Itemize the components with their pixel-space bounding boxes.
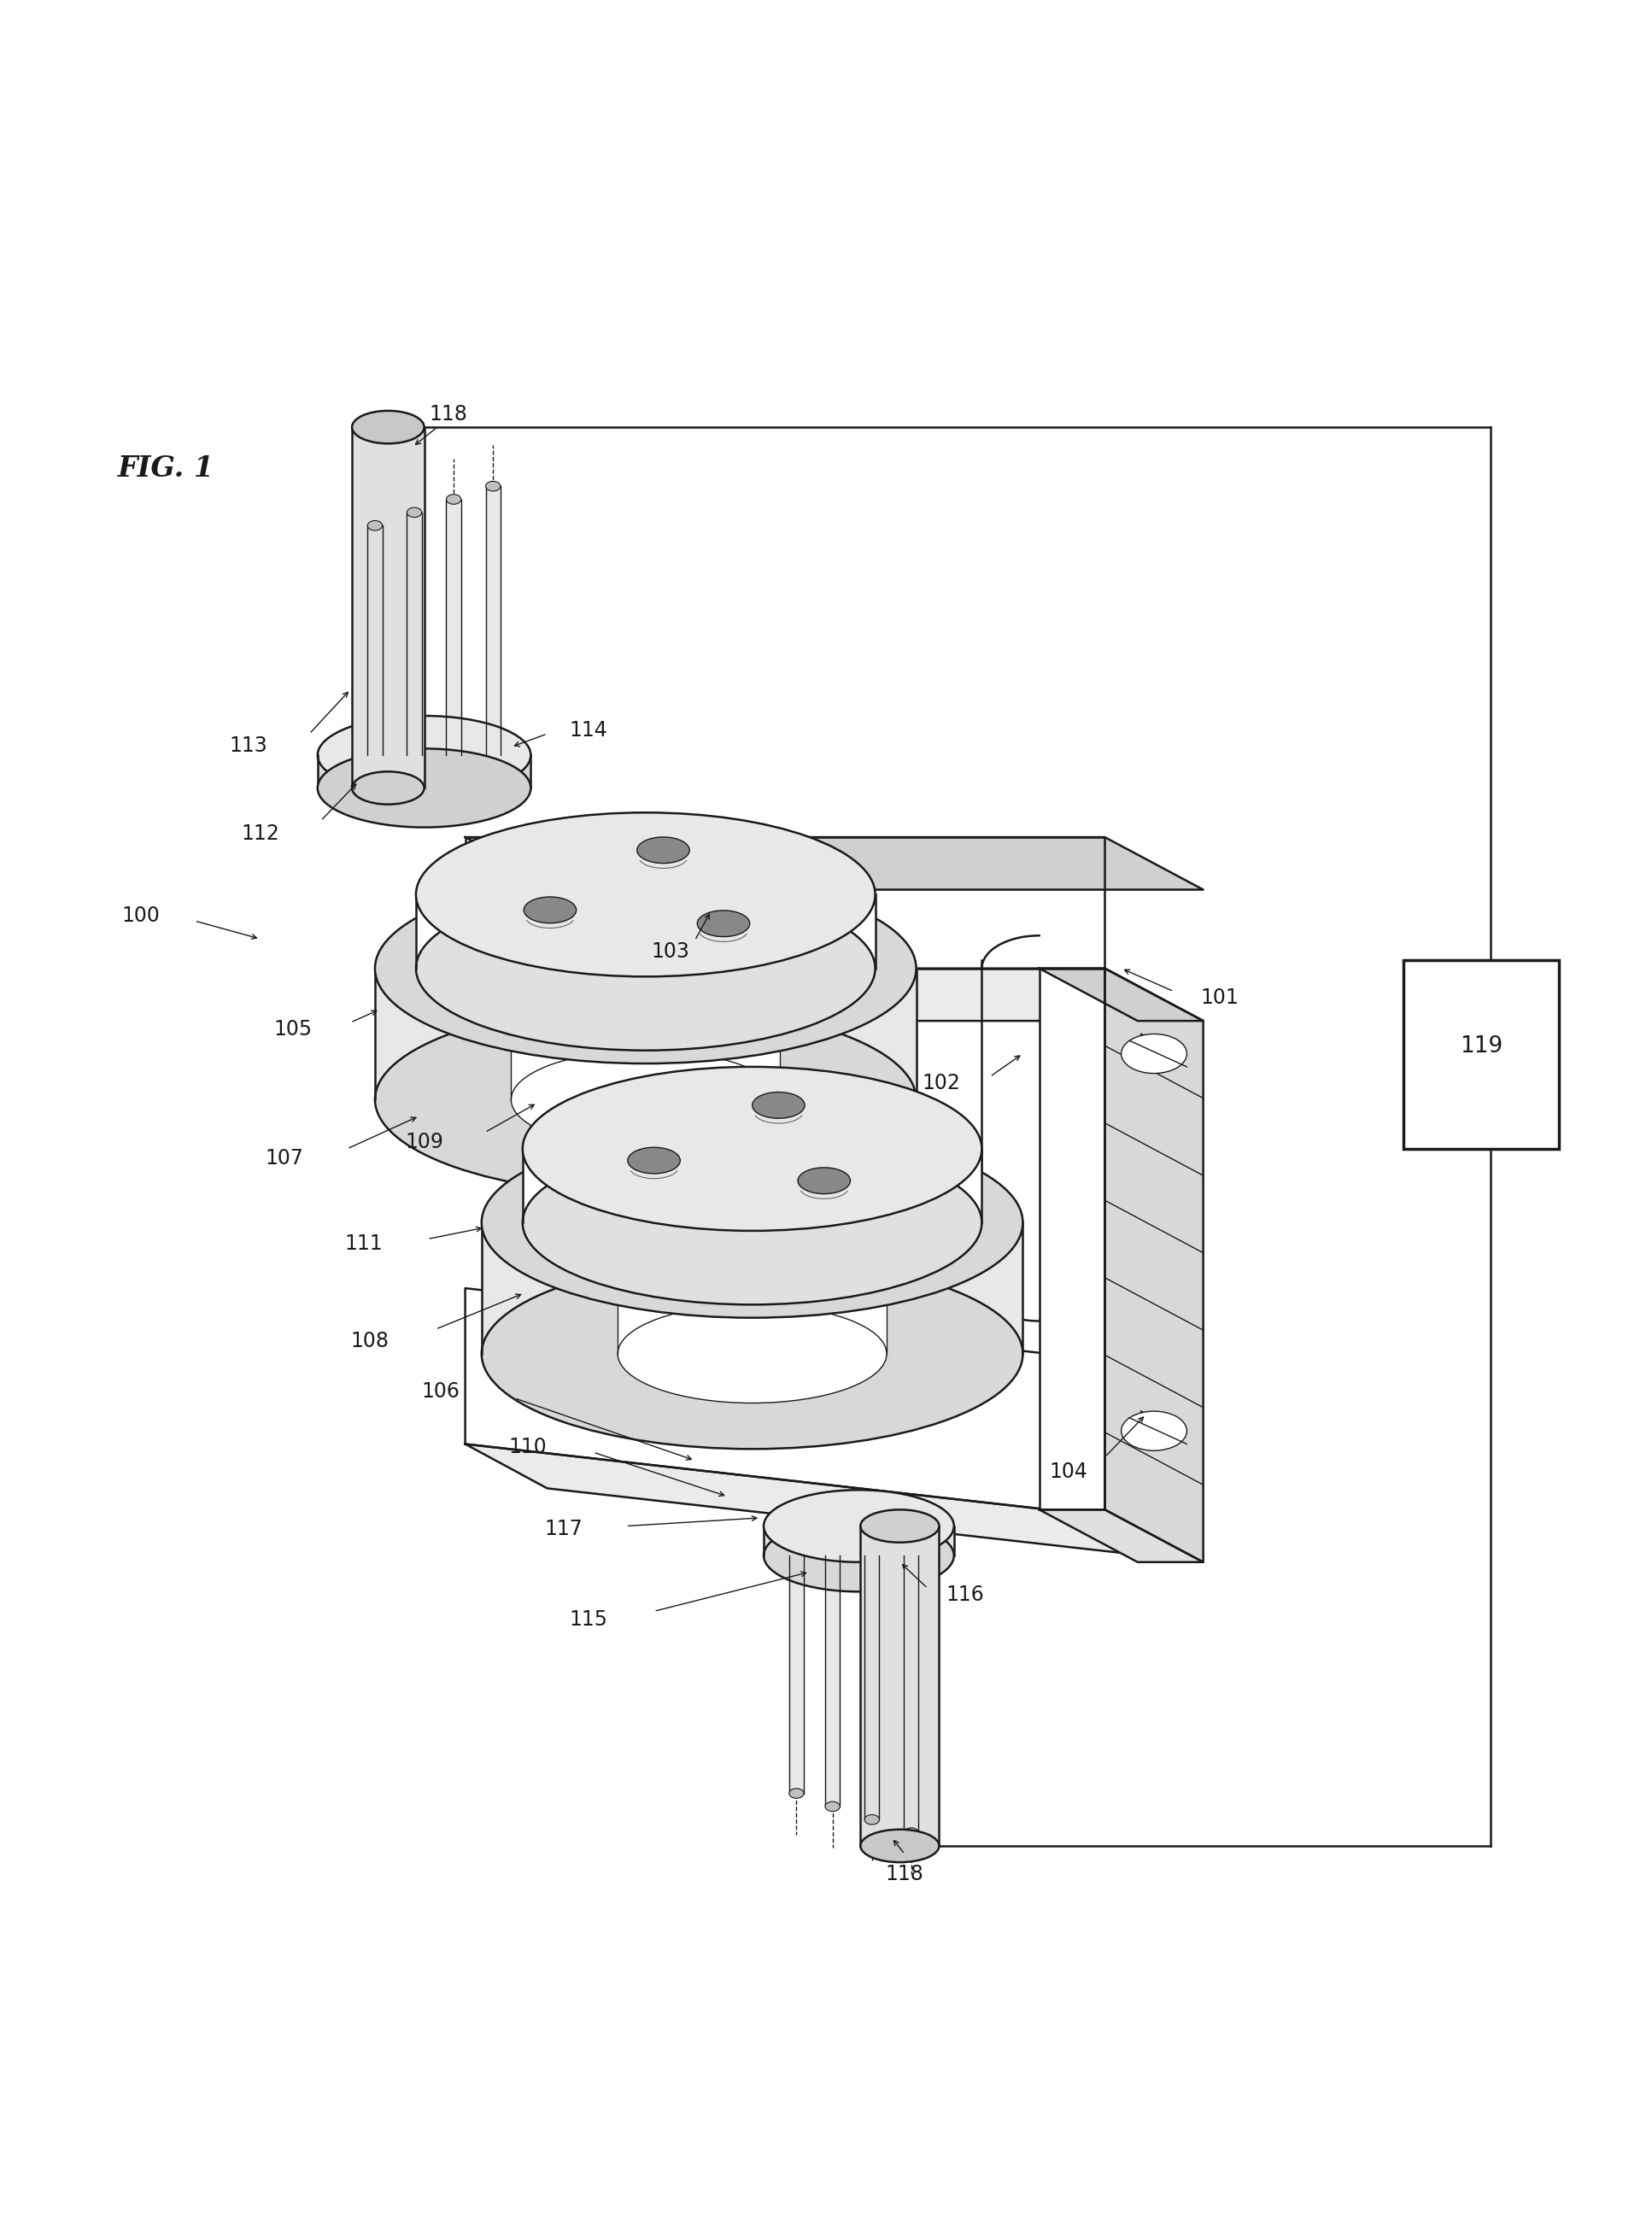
Ellipse shape [486, 482, 501, 491]
Polygon shape [466, 837, 1105, 969]
Text: 106: 106 [421, 1382, 459, 1402]
Polygon shape [1105, 969, 1203, 1562]
Ellipse shape [1122, 1033, 1186, 1074]
Ellipse shape [618, 1306, 887, 1404]
Ellipse shape [352, 772, 425, 804]
Ellipse shape [752, 1091, 805, 1118]
Text: 113: 113 [230, 734, 268, 757]
Text: 104: 104 [1049, 1462, 1089, 1482]
Text: 117: 117 [545, 1520, 583, 1540]
Polygon shape [1142, 1033, 1173, 1062]
Polygon shape [446, 500, 461, 754]
Text: 110: 110 [509, 1437, 547, 1457]
Ellipse shape [618, 1174, 887, 1272]
Polygon shape [375, 969, 917, 1100]
Ellipse shape [482, 1259, 1023, 1449]
Text: 118: 118 [885, 1864, 923, 1884]
Polygon shape [368, 525, 382, 754]
Text: 105: 105 [274, 1018, 312, 1040]
Ellipse shape [352, 411, 425, 444]
Text: 115: 115 [568, 1609, 608, 1629]
Polygon shape [406, 513, 421, 754]
Ellipse shape [763, 1520, 953, 1591]
Ellipse shape [864, 1815, 879, 1824]
Ellipse shape [1122, 1411, 1186, 1451]
Polygon shape [861, 1527, 940, 1846]
Text: 102: 102 [922, 1074, 960, 1094]
Polygon shape [466, 1444, 1203, 1562]
Text: 119: 119 [1460, 1036, 1503, 1058]
Polygon shape [1039, 1509, 1203, 1562]
Polygon shape [317, 754, 530, 788]
Ellipse shape [510, 920, 780, 1018]
Ellipse shape [317, 748, 530, 828]
Polygon shape [522, 1149, 981, 1223]
Polygon shape [763, 1527, 953, 1556]
Ellipse shape [763, 1491, 953, 1562]
Ellipse shape [861, 1830, 940, 1861]
Ellipse shape [904, 1828, 919, 1837]
Ellipse shape [317, 716, 530, 795]
Ellipse shape [416, 886, 876, 1051]
Ellipse shape [638, 837, 689, 864]
Polygon shape [466, 1288, 1122, 1518]
Polygon shape [510, 969, 780, 1100]
Ellipse shape [416, 812, 876, 978]
Text: 112: 112 [241, 824, 279, 844]
Bar [1403, 960, 1559, 1149]
Text: 101: 101 [1201, 987, 1239, 1009]
Text: FIG. 1: FIG. 1 [117, 453, 215, 482]
Polygon shape [904, 1556, 919, 1832]
Text: 111: 111 [344, 1234, 383, 1254]
Polygon shape [864, 1556, 879, 1819]
Text: 108: 108 [350, 1330, 390, 1350]
Text: 100: 100 [121, 906, 160, 926]
Ellipse shape [368, 520, 382, 531]
Ellipse shape [375, 1004, 917, 1194]
Polygon shape [826, 1556, 839, 1806]
Ellipse shape [826, 1801, 839, 1812]
Polygon shape [1142, 1411, 1173, 1440]
Ellipse shape [790, 1788, 805, 1799]
Text: 107: 107 [266, 1149, 304, 1170]
Text: 118: 118 [430, 404, 468, 424]
Polygon shape [1039, 969, 1105, 1509]
Ellipse shape [798, 1167, 851, 1194]
Ellipse shape [482, 1127, 1023, 1317]
Ellipse shape [861, 1509, 940, 1542]
Polygon shape [618, 1223, 887, 1355]
Ellipse shape [628, 1147, 681, 1174]
Polygon shape [790, 1556, 805, 1792]
Text: 116: 116 [947, 1585, 985, 1605]
Polygon shape [416, 895, 876, 969]
Polygon shape [352, 426, 425, 788]
Ellipse shape [375, 873, 917, 1062]
Ellipse shape [510, 1051, 780, 1149]
Polygon shape [486, 487, 501, 754]
Ellipse shape [524, 897, 577, 924]
Text: 103: 103 [651, 942, 689, 962]
Polygon shape [466, 837, 1203, 891]
Ellipse shape [522, 1067, 981, 1230]
Polygon shape [1039, 969, 1203, 1020]
Ellipse shape [697, 911, 750, 937]
Ellipse shape [406, 507, 421, 518]
Text: 114: 114 [568, 721, 608, 741]
Polygon shape [466, 969, 1203, 1020]
Ellipse shape [446, 493, 461, 504]
Ellipse shape [522, 1141, 981, 1306]
Text: 109: 109 [405, 1132, 443, 1152]
Polygon shape [482, 1223, 1023, 1355]
